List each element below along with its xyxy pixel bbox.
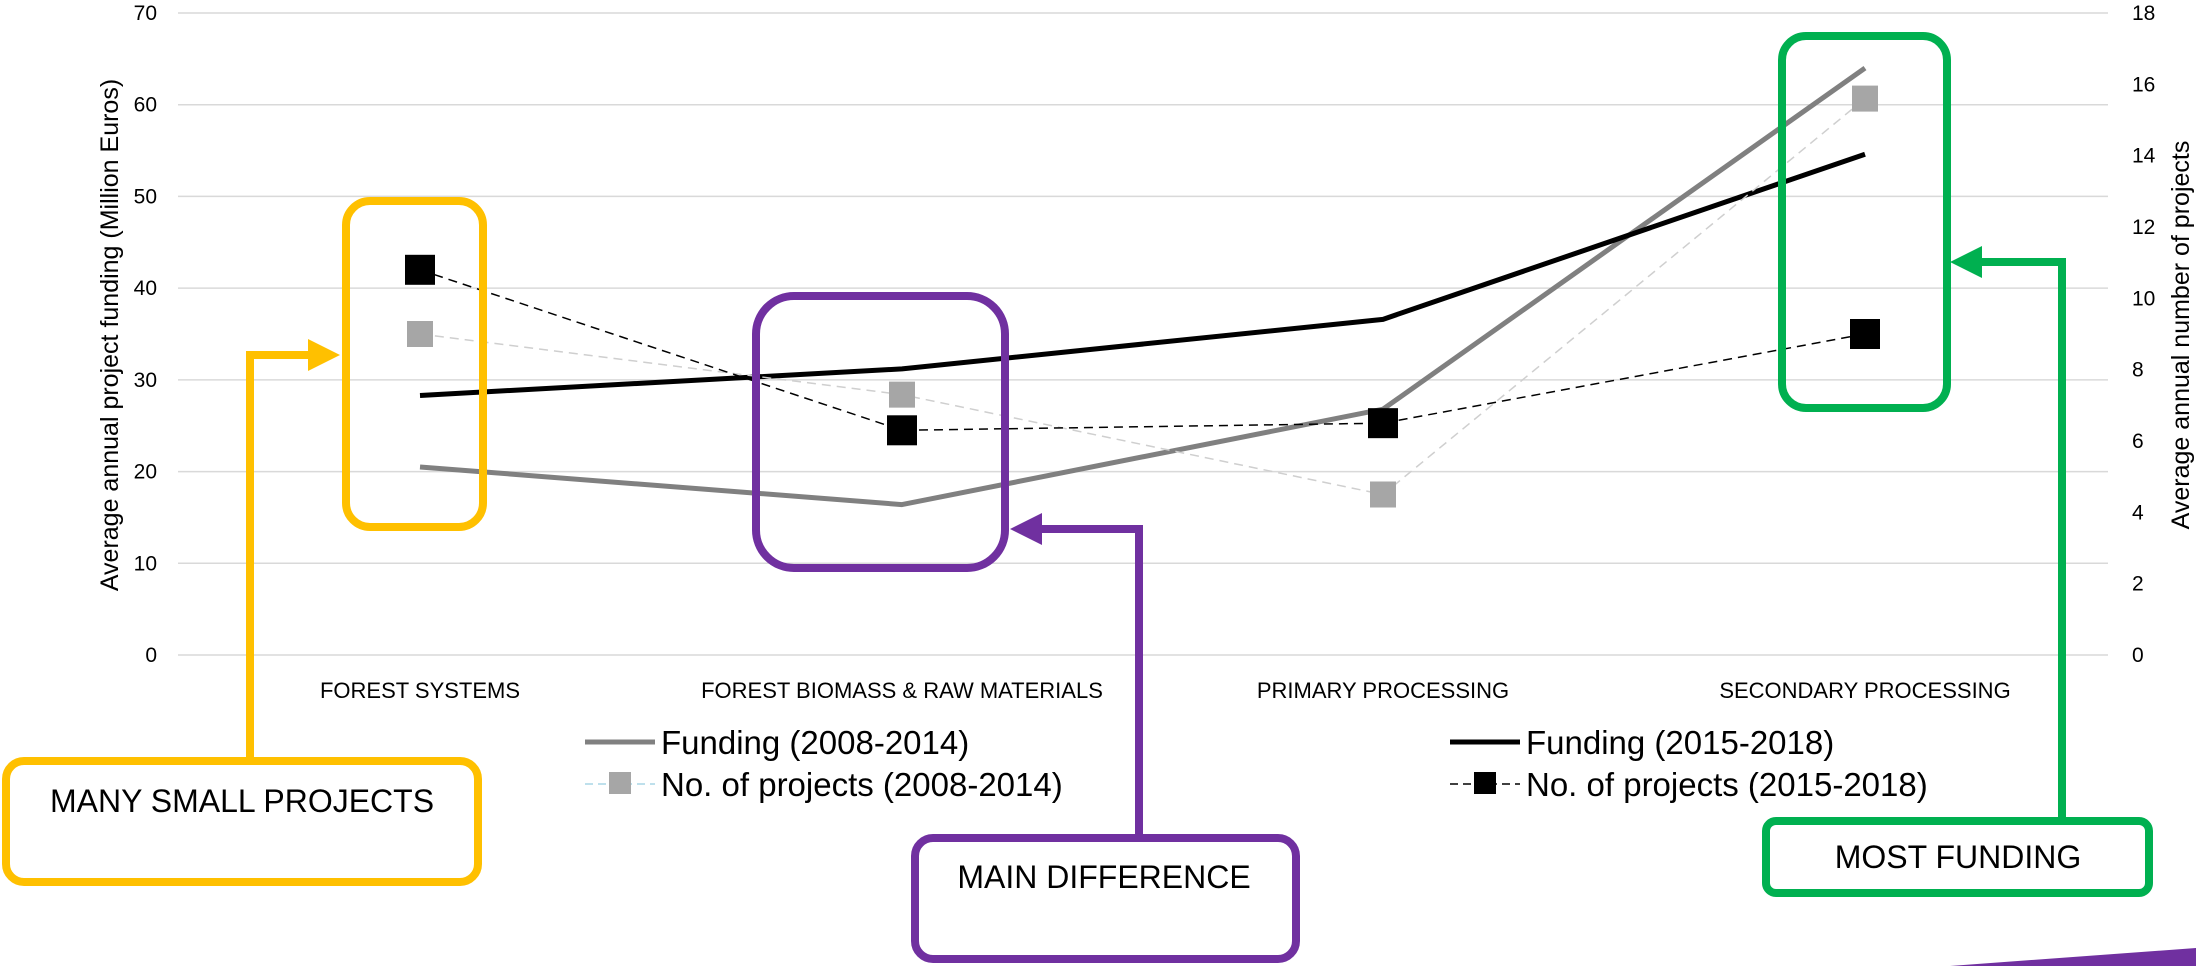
highlight-box [752,292,1009,572]
series-line [419,269,1866,432]
left-tick-label: 70 [134,2,157,25]
category-label: PRIMARY PROCESSING [1257,678,1509,703]
right-tick-label: 18 [2132,2,2155,25]
series-marker [407,321,433,347]
series-marker [1852,85,1878,112]
legend-label: Funding (2015-2018) [1526,724,1834,761]
series-line [419,65,1867,508]
series-marker [1368,408,1398,439]
callout-text: MOST FUNDING [1835,839,2082,875]
left-axis-title: Average annual project funding (Million … [96,79,124,591]
right-tick-label: 8 [2132,359,2144,382]
callouts: MANY SMALL PROJECTS MAIN DIFFERENCE MOST F… [2,32,2153,963]
legend-marker [1474,772,1496,794]
right-tick-label: 16 [2132,73,2155,96]
series-line [419,151,1866,398]
left-tick-label: 50 [134,185,157,208]
right-axis-title: Average annual number of projects [2167,141,2195,530]
series-marker [887,415,917,446]
legend-label: No. of projects (2008-2014) [661,766,1063,803]
callout-text: MANY SMALL PROJECTS [50,783,434,819]
right-tick-label: 12 [2132,216,2155,239]
callout-arrow [246,351,310,761]
right-tick-label: 10 [2132,287,2155,310]
series-marker [1850,319,1880,349]
category-label: FOREST SYSTEMS [320,678,520,703]
callout-text: MAIN DIFFERENCE [957,859,1250,895]
category-labels: FOREST SYSTEMS FOREST BIOMASS & RAW MATER… [320,678,2011,703]
right-tick-label: 14 [2132,145,2156,168]
series-marker [1370,481,1396,508]
arrow-head [308,339,340,371]
series-line [419,98,1866,496]
legend-label: No. of projects (2015-2018) [1526,766,1928,803]
left-tick-label: 20 [134,461,157,484]
legend-label: Funding (2008-2014) [661,724,969,761]
right-y-ticks: 0 2 4 6 8 10 12 14 16 18 [2132,2,2156,667]
right-tick-label: 0 [2132,644,2144,667]
left-tick-label: 30 [134,369,157,392]
arrow-head [1950,246,1982,278]
left-y-ticks: 0 10 20 30 40 50 60 70 [134,2,157,667]
highlight-box [342,197,487,531]
corner-accent [1950,948,2196,966]
series-marker [889,381,915,408]
left-tick-label: 0 [145,644,157,667]
right-tick-label: 6 [2132,430,2144,453]
legend-marker [609,772,631,794]
highlight-box [1778,32,1951,412]
callout-box [2,757,482,886]
left-tick-label: 10 [134,552,157,575]
callout-arrow [1978,258,2066,821]
legend: Funding (2008-2014) Funding (2015-2018) No… [585,724,1928,803]
callout-box [1762,817,2153,897]
arrow-head [1010,513,1042,545]
category-label: SECONDARY PROCESSING [1719,678,2010,703]
right-tick-label: 4 [2132,501,2144,524]
category-label: FOREST BIOMASS & RAW MATERIALS [701,678,1103,703]
callout-arrow [1040,525,1143,838]
left-tick-label: 40 [134,277,157,300]
callout-box [911,834,1300,963]
series-marker [405,254,435,285]
right-tick-label: 2 [2132,573,2144,596]
series-layer [405,65,1880,508]
left-tick-label: 60 [134,94,157,117]
